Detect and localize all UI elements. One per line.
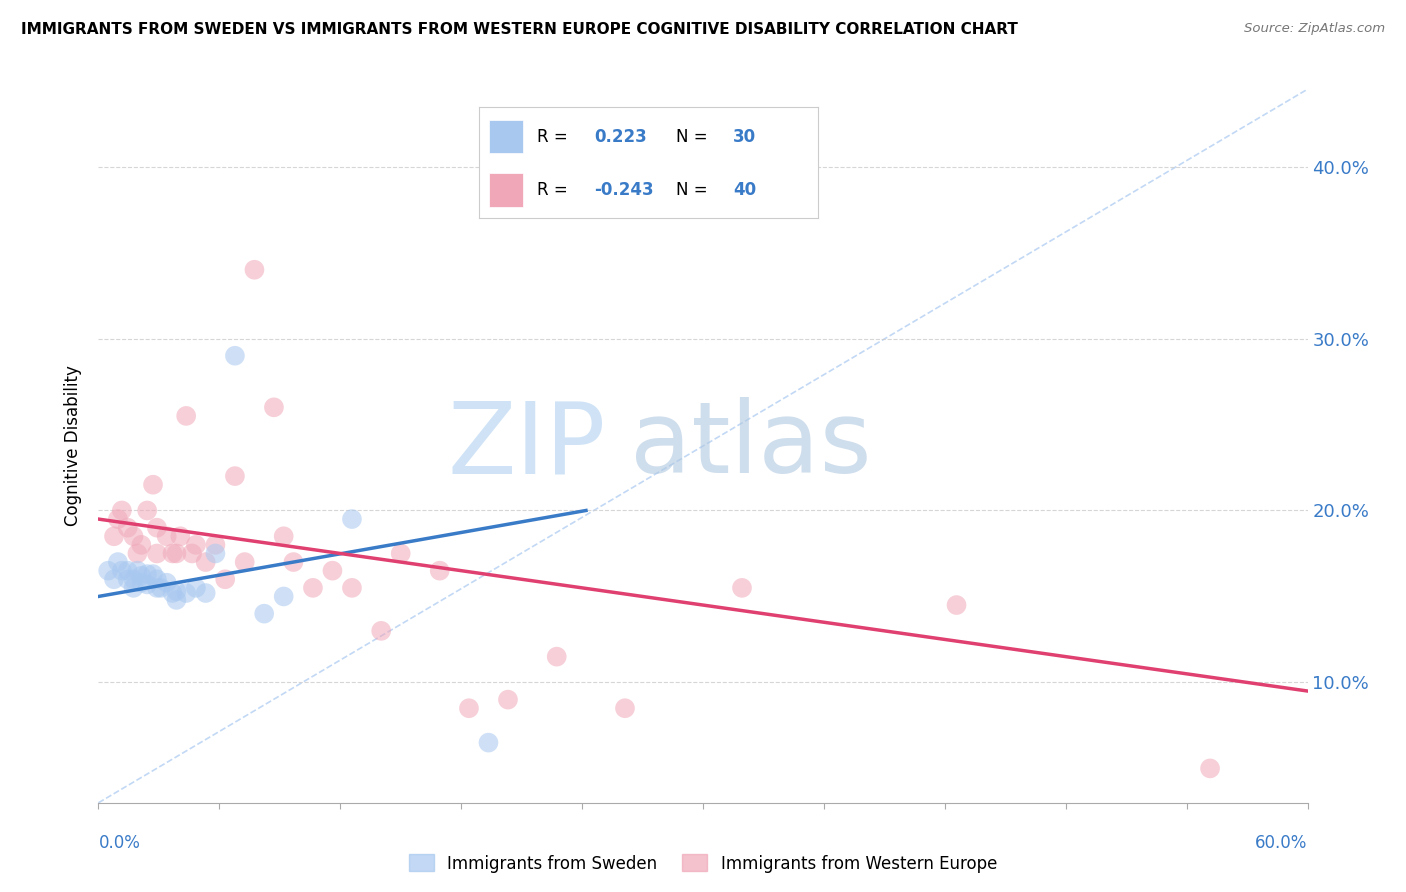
Point: [146, 581, 169, 595]
Point: [174, 409, 197, 423]
Point: [165, 546, 187, 560]
Legend: Immigrants from Sweden, Immigrants from Western Europe: Immigrants from Sweden, Immigrants from …: [402, 847, 1004, 880]
Point: [117, 564, 139, 578]
Point: [429, 564, 451, 578]
Point: [204, 538, 226, 552]
Point: [224, 349, 246, 363]
Point: [194, 555, 217, 569]
Point: [122, 572, 145, 586]
Point: [181, 546, 204, 560]
Point: [107, 555, 129, 569]
Point: [389, 546, 412, 560]
Point: [184, 538, 207, 552]
Point: [302, 581, 325, 595]
Y-axis label: Cognitive Disability: Cognitive Disability: [65, 366, 83, 526]
Point: [194, 586, 217, 600]
Text: 0.0%: 0.0%: [98, 834, 141, 852]
Point: [731, 581, 754, 595]
Point: [156, 575, 179, 590]
Point: [103, 529, 125, 543]
Point: [162, 546, 184, 560]
Point: [146, 546, 169, 560]
Point: [111, 564, 134, 578]
Point: [477, 736, 499, 750]
Point: [107, 512, 129, 526]
Point: [131, 575, 153, 590]
Point: [162, 586, 184, 600]
Point: [127, 546, 149, 560]
Point: [224, 469, 246, 483]
Point: [184, 581, 207, 595]
Point: [614, 701, 637, 715]
Point: [111, 503, 134, 517]
Point: [321, 564, 343, 578]
Point: [97, 564, 120, 578]
Text: atlas: atlas: [630, 398, 872, 494]
Point: [204, 546, 226, 560]
Point: [945, 598, 967, 612]
Point: [136, 577, 159, 591]
Point: [117, 572, 139, 586]
Point: [136, 503, 159, 517]
Point: [243, 262, 266, 277]
Point: [146, 572, 169, 586]
Point: [1199, 761, 1222, 775]
Text: Source: ZipAtlas.com: Source: ZipAtlas.com: [1244, 22, 1385, 36]
Point: [340, 581, 363, 595]
Point: [142, 477, 165, 491]
Point: [496, 692, 519, 706]
Point: [122, 529, 145, 543]
Point: [146, 521, 169, 535]
Point: [370, 624, 392, 638]
Point: [136, 567, 159, 582]
Point: [253, 607, 276, 621]
Point: [340, 512, 363, 526]
Point: [131, 569, 153, 583]
Point: [263, 401, 285, 415]
Point: [546, 649, 568, 664]
Point: [165, 584, 187, 599]
Point: [214, 572, 236, 586]
Point: [117, 521, 139, 535]
Point: [103, 572, 125, 586]
Point: [283, 555, 305, 569]
Point: [169, 529, 191, 543]
Text: IMMIGRANTS FROM SWEDEN VS IMMIGRANTS FROM WESTERN EUROPE COGNITIVE DISABILITY CO: IMMIGRANTS FROM SWEDEN VS IMMIGRANTS FRO…: [21, 22, 1018, 37]
Point: [127, 564, 149, 578]
Point: [149, 581, 172, 595]
Point: [273, 590, 295, 604]
Text: 60.0%: 60.0%: [1256, 834, 1308, 852]
Point: [131, 538, 153, 552]
Point: [122, 581, 145, 595]
Point: [233, 555, 256, 569]
Point: [174, 586, 197, 600]
Point: [142, 567, 165, 582]
Point: [458, 701, 481, 715]
Point: [165, 593, 187, 607]
Point: [273, 529, 295, 543]
Point: [156, 529, 179, 543]
Text: ZIP: ZIP: [449, 398, 606, 494]
